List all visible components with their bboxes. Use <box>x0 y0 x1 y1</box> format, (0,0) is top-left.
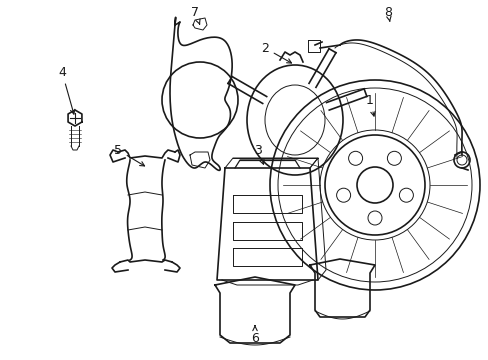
Text: 8: 8 <box>383 5 391 21</box>
Text: 2: 2 <box>261 41 291 63</box>
Text: 3: 3 <box>254 144 264 164</box>
Text: 6: 6 <box>250 326 259 345</box>
Text: 1: 1 <box>366 94 374 116</box>
Text: 4: 4 <box>58 66 75 114</box>
Text: 5: 5 <box>114 144 144 166</box>
Text: 7: 7 <box>191 5 200 24</box>
